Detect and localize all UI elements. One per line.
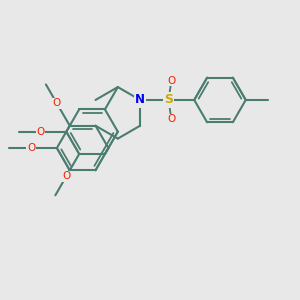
- Text: O: O: [36, 127, 45, 137]
- Text: N: N: [135, 94, 145, 106]
- Text: O: O: [53, 98, 61, 108]
- Text: O: O: [167, 114, 175, 124]
- Text: S: S: [164, 94, 173, 106]
- Text: O: O: [27, 143, 35, 153]
- Text: O: O: [62, 171, 70, 181]
- Text: O: O: [167, 76, 175, 85]
